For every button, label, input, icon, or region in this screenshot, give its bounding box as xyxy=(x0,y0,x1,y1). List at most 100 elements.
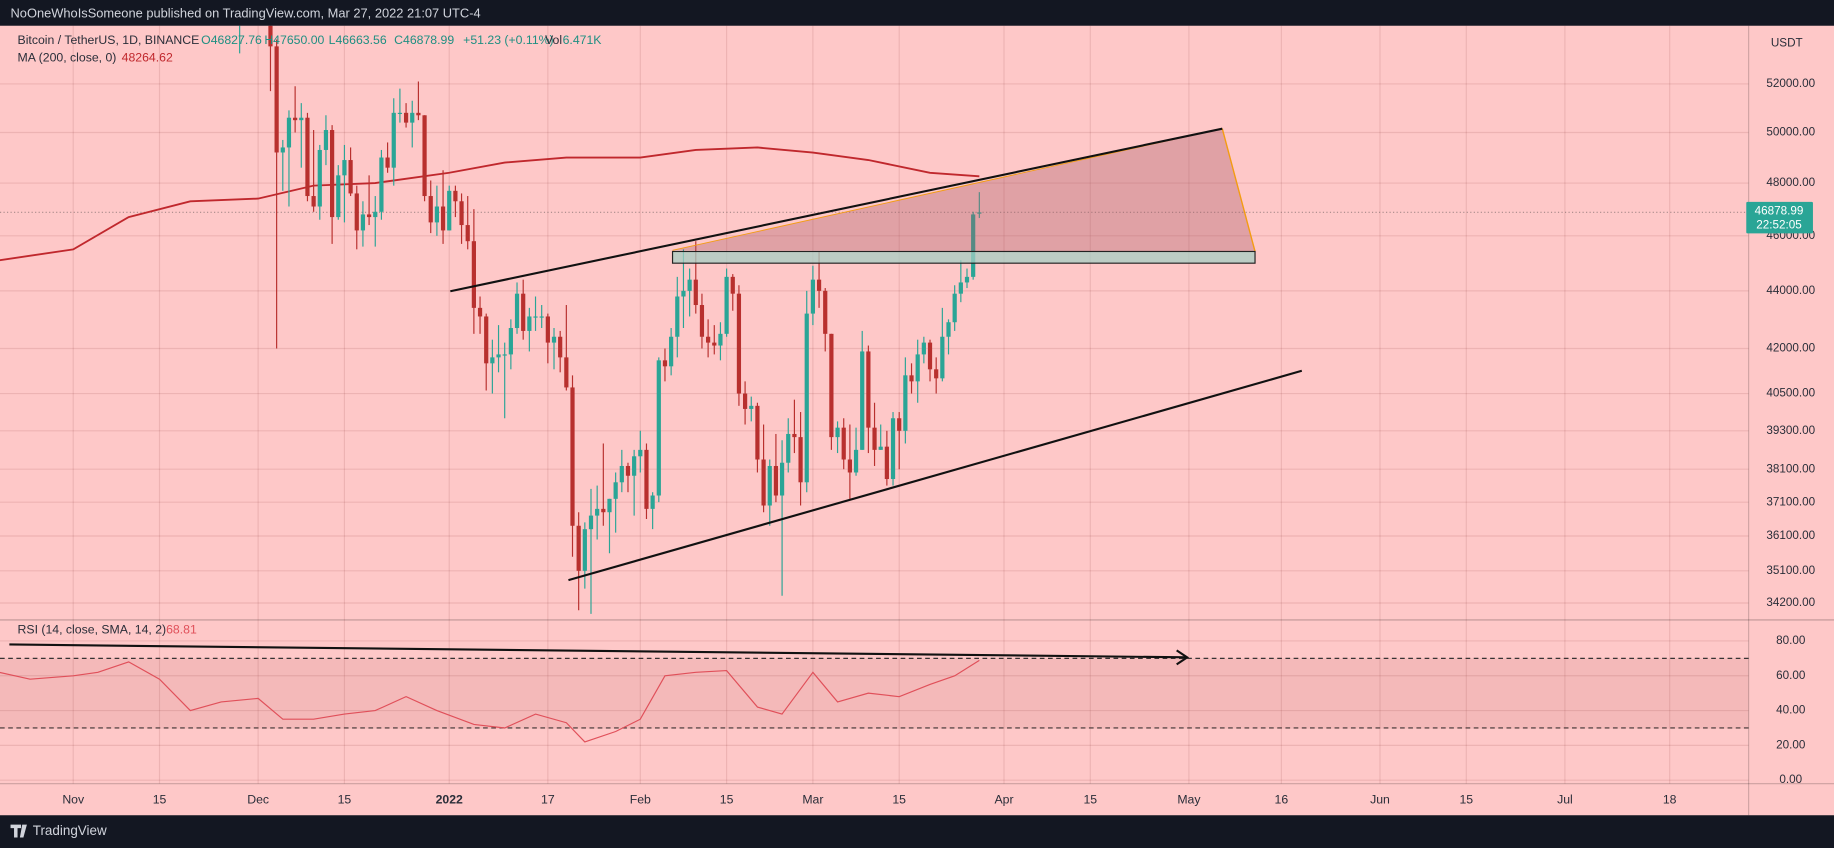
axes: 52000.0050000.0048000.0046000.0044000.00… xyxy=(62,77,1815,806)
x-tick-label: 15 xyxy=(720,792,734,806)
candle-body xyxy=(890,418,896,480)
candle-body xyxy=(317,149,322,207)
brand: TradingView xyxy=(33,823,107,838)
currency: USDT xyxy=(1771,36,1803,49)
candle-body xyxy=(440,206,446,231)
candle-body xyxy=(693,279,698,306)
candle-body xyxy=(416,112,421,116)
candle-body xyxy=(835,427,840,438)
candle-body xyxy=(866,351,871,428)
candle-body xyxy=(268,25,273,47)
x-tick-label: May xyxy=(1177,792,1201,806)
x-tick-label: Dec xyxy=(247,792,269,806)
candle-body xyxy=(527,316,532,331)
candle-body xyxy=(712,342,717,346)
candle-body xyxy=(718,333,723,346)
candle-body xyxy=(330,130,335,218)
candle-body xyxy=(872,427,877,450)
candle-body xyxy=(773,465,779,496)
x-tick-label: Feb xyxy=(630,792,651,806)
candle-body xyxy=(767,465,772,506)
candle-body xyxy=(619,465,624,483)
rsi-tick-label: 20.00 xyxy=(1776,738,1806,751)
open-label: O46827.76 xyxy=(201,33,262,47)
candle-body xyxy=(533,316,538,318)
x-tick-label: 15 xyxy=(338,792,352,806)
candle-body xyxy=(274,46,279,153)
last-price: 46878.99 xyxy=(1755,204,1804,217)
candle-body xyxy=(927,342,933,370)
candle-body xyxy=(465,225,470,242)
rsi-value: 68.81 xyxy=(166,623,197,637)
candle-body xyxy=(971,214,976,277)
candle-body xyxy=(897,418,902,431)
candle-body xyxy=(952,293,957,323)
candle-body xyxy=(681,290,686,297)
rsi-pane xyxy=(0,659,980,743)
candle-body xyxy=(638,449,643,457)
candle-body xyxy=(613,482,618,499)
candle-body xyxy=(490,357,495,364)
triangle-edge xyxy=(1221,128,1256,252)
volume-value: 6.471K xyxy=(563,33,603,47)
x-tick-label: 15 xyxy=(1083,792,1097,806)
x-tick-label: Jul xyxy=(1557,792,1573,806)
candle-body xyxy=(625,465,631,476)
top-bar xyxy=(0,0,1834,26)
candle-body xyxy=(810,279,816,314)
candle-body xyxy=(305,117,310,197)
candle-body xyxy=(804,313,809,483)
candle-body xyxy=(570,387,575,526)
rsi-arrowhead xyxy=(1176,649,1190,666)
countdown: 22:52:05 xyxy=(1756,218,1802,231)
x-tick-label: 2022 xyxy=(436,792,463,806)
rsi-tick-label: 40.00 xyxy=(1776,704,1806,717)
candle-body xyxy=(551,336,557,343)
candle-body xyxy=(853,449,859,473)
last-price-box xyxy=(1746,201,1813,234)
candle-body xyxy=(502,354,507,356)
candle-body xyxy=(742,393,748,409)
candle-body xyxy=(564,357,569,388)
lower-trendline xyxy=(568,369,1303,582)
close-label: C46878.99 xyxy=(394,33,454,47)
candle-body xyxy=(909,375,914,382)
candle-body xyxy=(293,117,298,121)
publisher: NoOneWhoIsSomeone published on TradingVi… xyxy=(11,5,481,20)
candle-body xyxy=(323,130,329,150)
rsi-tick-label: 60.00 xyxy=(1776,669,1806,682)
candle-body xyxy=(601,508,606,513)
rsi-tick-label: 80.00 xyxy=(1776,634,1806,647)
y-tick-label: 36100.00 xyxy=(1766,529,1815,542)
candle-body xyxy=(644,449,649,509)
candle-body xyxy=(730,276,735,294)
candle-body xyxy=(860,351,865,450)
y-tick-label: 35100.00 xyxy=(1766,564,1815,577)
x-tick-label: Apr xyxy=(994,792,1013,806)
rsi-line xyxy=(0,659,980,743)
candle-body xyxy=(656,360,661,496)
rsi-legend: RSI (14, close, SMA, 14, 2) xyxy=(18,623,167,637)
candle-body xyxy=(786,433,791,463)
candle-body xyxy=(484,316,489,364)
rsi-trendline xyxy=(9,643,1188,659)
ma-legend: MA (200, close, 0) xyxy=(18,51,117,65)
y-tick-label: 34200.00 xyxy=(1766,596,1815,609)
candle-body xyxy=(847,459,852,473)
candle-body xyxy=(779,462,785,496)
candle-body xyxy=(521,293,526,331)
candle-body xyxy=(841,427,846,460)
high-label: H47650.00 xyxy=(264,33,324,47)
y-tick-label: 39300.00 xyxy=(1766,424,1815,437)
candle-body xyxy=(299,117,304,121)
candle-body xyxy=(934,369,939,379)
upper-trendline xyxy=(450,127,1223,293)
candle-body xyxy=(792,433,797,438)
candle-body xyxy=(699,305,705,337)
candle-body xyxy=(632,456,637,476)
x-tick-label: 16 xyxy=(1275,792,1289,806)
candle-body xyxy=(514,293,520,329)
ma-value: 48264.62 xyxy=(122,51,173,65)
